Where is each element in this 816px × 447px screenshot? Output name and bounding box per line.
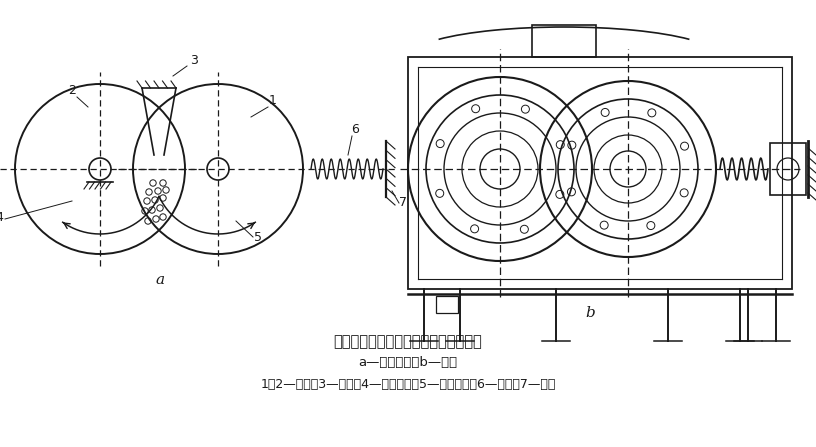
Text: 6: 6 — [351, 123, 359, 136]
Text: 7: 7 — [399, 196, 407, 209]
Bar — [408, 57, 792, 289]
Bar — [770, 143, 806, 195]
Text: 4: 4 — [0, 211, 3, 224]
Text: b: b — [585, 306, 595, 320]
Bar — [532, 25, 596, 57]
Text: 1，2—辊子；3—物料；4—固定轴承；5—可动轴承；6—弹簧；7—机架: 1，2—辊子；3—物料；4—固定轴承；5—可动轴承；6—弹簧；7—机架 — [260, 378, 556, 391]
Text: a: a — [155, 273, 165, 287]
Text: 双辊式破碎机的工作原理及结构示意图: 双辊式破碎机的工作原理及结构示意图 — [334, 334, 482, 350]
Text: 3: 3 — [190, 54, 198, 67]
Bar — [436, 296, 458, 313]
Text: 2: 2 — [68, 84, 76, 97]
Text: 5: 5 — [254, 231, 262, 244]
Text: 1: 1 — [269, 94, 277, 107]
Text: a—工作原理；b—结构: a—工作原理；b—结构 — [358, 357, 458, 370]
